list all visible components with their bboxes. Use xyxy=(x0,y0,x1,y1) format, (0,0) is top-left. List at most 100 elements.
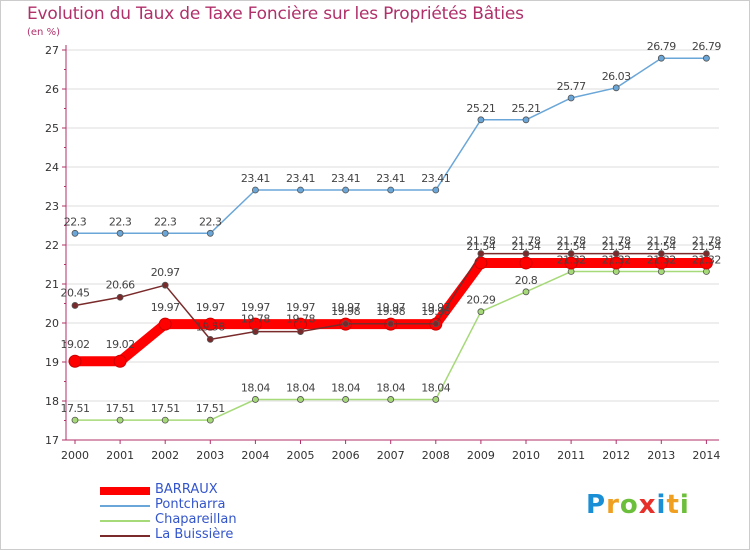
x-tick-label: 2010 xyxy=(512,449,540,462)
data-label: 19.97 xyxy=(241,301,270,314)
logo-letter: P xyxy=(586,490,607,520)
data-point xyxy=(522,250,530,257)
data-point xyxy=(477,250,485,257)
logo-letter: x xyxy=(638,490,657,520)
data-point xyxy=(297,396,304,403)
data-label: 23.41 xyxy=(286,172,315,185)
data-point xyxy=(113,354,127,368)
data-point xyxy=(567,94,575,102)
data-label: 21.78 xyxy=(692,235,721,248)
data-point xyxy=(116,229,124,237)
y-tick-label: 24 xyxy=(45,161,59,174)
data-label: 21.54 xyxy=(692,240,721,253)
data-point xyxy=(387,186,395,194)
x-tick-label: 2005 xyxy=(287,449,315,462)
data-label: 22.3 xyxy=(64,215,87,228)
logo-letter: i xyxy=(679,490,690,520)
data-label: 19.97 xyxy=(151,301,180,314)
data-point xyxy=(206,229,214,237)
x-tick-label: 2012 xyxy=(602,449,630,462)
legend-label-barraux: BARRAUX xyxy=(155,482,218,497)
data-label: 21.78 xyxy=(557,235,586,248)
data-label: 21.54 xyxy=(557,240,586,253)
legend-label-chapareillan: Chapareillan xyxy=(155,512,237,527)
data-label: 19.98 xyxy=(376,305,405,318)
data-label: 19.97 xyxy=(196,301,225,314)
data-point xyxy=(68,354,82,368)
x-tick-label: 2014 xyxy=(692,449,720,462)
logo-letter: t xyxy=(666,490,680,520)
data-label: 19.98 xyxy=(421,305,450,318)
legend-label-la-buissiere: La Buissière xyxy=(155,527,234,542)
y-tick-label: 19 xyxy=(45,356,59,369)
data-label: 20.97 xyxy=(151,266,180,279)
x-tick-label: 2000 xyxy=(61,449,89,462)
data-point xyxy=(342,396,350,403)
data-label: 18.04 xyxy=(286,381,315,394)
data-label: 21.78 xyxy=(602,235,631,248)
data-label: 19.58 xyxy=(196,320,225,333)
data-point xyxy=(612,84,620,92)
y-tick-label: 22 xyxy=(45,239,59,252)
data-label: 21.54 xyxy=(466,240,495,253)
x-tick-label: 2004 xyxy=(241,449,269,462)
data-label: 21.32 xyxy=(557,254,586,267)
data-point xyxy=(71,416,79,424)
data-point xyxy=(342,186,350,194)
x-tick-label: 2013 xyxy=(647,449,675,462)
data-point xyxy=(477,308,485,316)
data-label: 23.41 xyxy=(331,172,360,185)
data-point xyxy=(71,302,79,309)
data-point xyxy=(432,396,440,403)
data-label: 20.29 xyxy=(466,294,495,307)
data-label: 21.54 xyxy=(647,240,676,253)
y-tick-label: 26 xyxy=(45,83,59,96)
data-label: 19.98 xyxy=(331,305,360,318)
y-tick-label: 17 xyxy=(45,434,59,447)
data-label: 19.02 xyxy=(61,338,90,351)
data-label: 21.54 xyxy=(602,240,631,253)
x-tick-label: 2007 xyxy=(377,449,405,462)
data-label: 26.79 xyxy=(647,40,676,53)
chart-title: Evolution du Taux de Taxe Foncière sur l… xyxy=(27,4,524,24)
data-point xyxy=(297,186,304,194)
x-tick-label: 2001 xyxy=(106,449,134,462)
data-label: 19.78 xyxy=(286,313,315,326)
legend-swatch-chapareillan xyxy=(100,520,150,522)
data-label: 19.78 xyxy=(241,313,270,326)
chart-unit: (en %) xyxy=(27,27,60,38)
data-label: 20.66 xyxy=(106,278,135,291)
y-tick-label: 21 xyxy=(45,278,59,291)
data-label: 19.02 xyxy=(106,338,135,351)
data-label: 17.51 xyxy=(61,402,90,415)
data-label: 25.21 xyxy=(466,102,495,115)
data-label: 19.97 xyxy=(331,301,360,314)
x-tick-label: 2006 xyxy=(332,449,360,462)
logo-letter: r xyxy=(606,490,620,520)
data-point xyxy=(206,335,214,343)
data-point xyxy=(657,54,665,62)
data-point xyxy=(612,250,620,257)
data-label: 18.04 xyxy=(421,381,450,394)
series-line-pontcharra xyxy=(74,57,708,235)
logo-letter: o xyxy=(619,490,639,520)
proxiti-logo: Proxiti xyxy=(586,490,690,520)
data-point xyxy=(161,281,169,289)
data-point xyxy=(703,250,710,257)
legend-swatch-la-buissiere xyxy=(100,535,150,537)
data-point xyxy=(522,116,530,124)
data-point xyxy=(342,320,350,328)
data-label: 26.79 xyxy=(692,40,721,53)
y-tick-label: 20 xyxy=(45,317,59,330)
data-point xyxy=(251,396,259,403)
data-label: 22.3 xyxy=(109,215,132,228)
data-label: 22.3 xyxy=(199,215,222,228)
data-point xyxy=(567,250,575,257)
legend-swatch-barraux xyxy=(100,487,150,495)
data-label: 21.32 xyxy=(602,254,631,267)
data-label: 20.8 xyxy=(515,274,538,287)
data-label: 23.41 xyxy=(241,172,270,185)
data-point xyxy=(251,186,259,194)
data-point xyxy=(251,328,259,335)
